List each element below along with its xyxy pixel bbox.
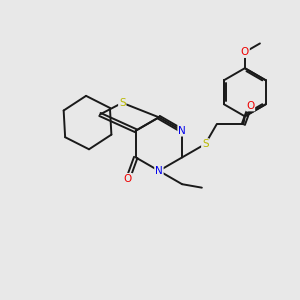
Text: S: S <box>202 139 208 149</box>
Text: O: O <box>246 100 254 110</box>
Text: S: S <box>119 98 126 108</box>
Text: N: N <box>178 126 186 136</box>
Text: O: O <box>124 174 132 184</box>
Text: N: N <box>155 166 163 176</box>
Text: O: O <box>241 47 249 57</box>
